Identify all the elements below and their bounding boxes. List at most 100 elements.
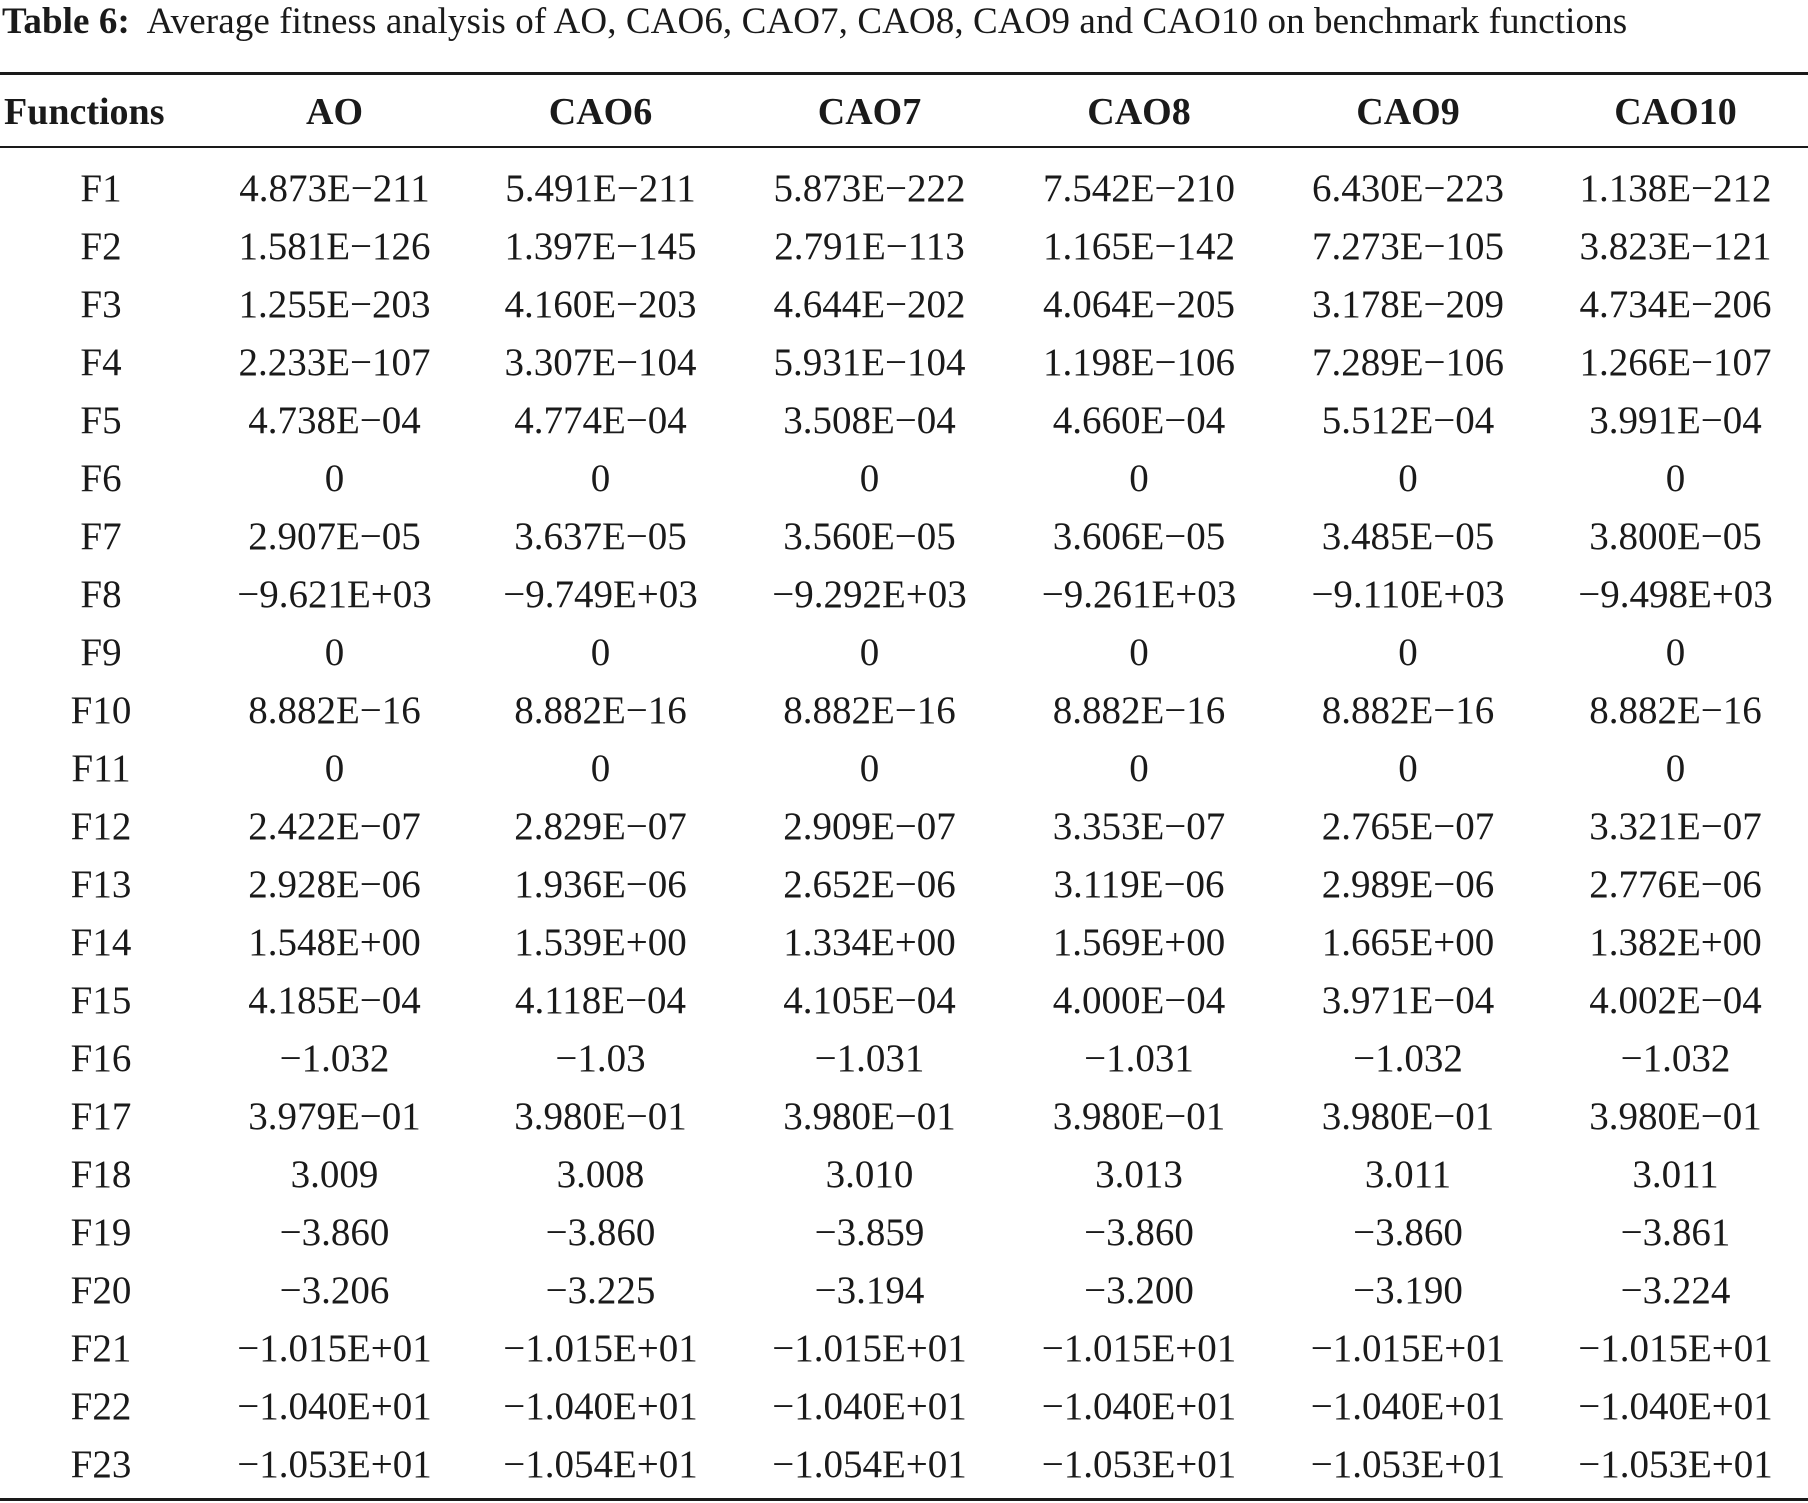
fitness-value-cell: −1.015E+01 [503,1326,698,1370]
function-name-cell: F2 [80,224,122,268]
function-name-cell: F14 [70,920,132,964]
fitness-value-cell: 0 [1398,630,1418,674]
fitness-value-cell: −1.040E+01 [1041,1384,1237,1428]
fitness-value-cell: 3.637E−05 [514,514,687,558]
function-name-cell: F12 [70,804,132,848]
fitness-value-cell: 4.660E−04 [1052,398,1226,442]
fitness-value-cell: 1.138E−212 [1579,166,1772,210]
fitness-value-cell: 3.508E−04 [783,398,956,442]
table-row: F15 4.185E−04 4.118E−04 4.105E−04 4.000E−04 3… [0,971,1808,1029]
fitness-value-cell: 2.907E−05 [248,514,421,558]
header-cell-functions: Functions [4,91,165,133]
fitness-value-cell: 0 [590,456,611,500]
function-name-cell: F19 [70,1210,132,1254]
fitness-value-cell: 5.873E−222 [773,166,966,210]
function-name-cell: F8 [80,572,122,616]
table-header-rule [0,146,1808,148]
fitness-value-cell: −3.861 [1620,1210,1731,1254]
fitness-value-cell: 2.422E−07 [248,804,421,848]
fitness-value-cell: −1.015E+01 [1041,1326,1237,1370]
fitness-value-cell: 1.382E+00 [1589,920,1762,964]
fitness-value-cell: 4.873E−211 [239,166,430,210]
fitness-value-cell: 3.971E−04 [1321,978,1495,1022]
fitness-value-cell: −1.031 [1084,1036,1194,1080]
table-row: F14 1.548E+00 1.539E+00 1.334E+00 1.569E+00 1… [0,913,1808,971]
fitness-value-cell: −1.053E+01 [1310,1442,1506,1486]
fitness-value-cell: −1.040E+01 [503,1384,698,1428]
function-name-cell: F18 [70,1152,132,1196]
fitness-value-cell: −1.053E+01 [237,1442,432,1486]
table-row: F19 −3.860 −3.860 −3.859 −3.860 −3.860 −3.861 [0,1203,1808,1261]
fitness-value-cell: 0 [1129,456,1149,500]
fitness-value-cell: −1.040E+01 [237,1384,432,1428]
table-row: F17 3.979E−01 3.980E−01 3.980E−01 3.980E−01 3… [0,1087,1808,1145]
fitness-value-cell: 3.980E−01 [1589,1094,1762,1138]
table-row: F18 3.009 3.008 3.010 3.013 3.011 3.011 [0,1145,1808,1203]
fitness-value-cell: 0 [1398,456,1418,500]
fitness-value-cell: 3.013 [1095,1152,1183,1196]
fitness-value-cell: −1.040E+01 [772,1384,967,1428]
function-name-cell: F4 [80,340,122,384]
fitness-value-cell: 2.909E−07 [783,804,956,848]
table-row: F12 2.422E−07 2.829E−07 2.909E−07 3.353E−07 2… [0,797,1808,855]
fitness-value-cell: −1.03 [555,1036,646,1080]
table-row: F3 1.255E−203 4.160E−203 4.644E−202 4.064E−2… [0,275,1808,333]
fitness-value-cell: 7.273E−105 [1311,224,1505,268]
fitness-value-cell: 8.882E−16 [514,688,687,732]
fitness-value-cell: 0 [1665,746,1686,790]
fitness-value-cell: −9.498E+03 [1578,572,1773,616]
fitness-value-cell: 5.491E−211 [505,166,696,210]
fitness-value-cell: −3.206 [279,1268,390,1312]
table-row: F8 −9.621E+03 −9.749E+03 −9.292E+03 −9.261E+… [0,565,1808,623]
table-row: F11 0 0 0 0 0 0 [0,739,1808,797]
fitness-table: Functions AO CAO6 CAO7 CAO8 CAO9 CAO10 F… [0,78,1808,1493]
fitness-value-cell: 2.791E−113 [774,224,965,268]
fitness-value-cell: 3.119E−06 [1053,862,1225,906]
header-spacer [0,146,1808,159]
table-row: F5 4.738E−04 4.774E−04 3.508E−04 4.660E−04 5.… [0,391,1808,449]
function-name-cell: F22 [70,1384,132,1428]
function-name-cell: F16 [70,1036,132,1080]
table-row: F4 2.233E−107 3.307E−104 5.931E−104 1.198E−1… [0,333,1808,391]
table-row: F9 0 0 0 0 0 0 [0,623,1808,681]
fitness-value-cell: −1.054E+01 [772,1442,967,1486]
fitness-value-cell: 3.800E−05 [1589,514,1762,558]
fitness-value-cell: 3.606E−05 [1052,514,1226,558]
fitness-value-cell: −9.292E+03 [772,572,967,616]
fitness-value-cell: 0 [1398,746,1418,790]
fitness-value-cell: 1.165E−142 [1042,224,1236,268]
fitness-value-cell: −3.225 [545,1268,656,1312]
function-name-cell: F13 [70,862,132,906]
table-row: F21 −1.015E+01 −1.015E+01 −1.015E+01 −1.015E… [0,1319,1808,1377]
fitness-value-cell: −3.224 [1620,1268,1731,1312]
fitness-value-cell: 3.008 [556,1152,645,1196]
fitness-value-cell: 4.000E−04 [1052,978,1226,1022]
fitness-value-cell: −9.749E+03 [503,572,698,616]
function-name-cell: F5 [80,398,122,442]
fitness-value-cell: 0 [590,630,611,674]
table-row: F2 1.581E−126 1.397E−145 2.791E−113 1.165E−1… [0,217,1808,275]
fitness-value-cell: 8.882E−16 [248,688,421,732]
fitness-value-cell: 0 [1129,630,1149,674]
fitness-value-cell: 2.765E−07 [1321,804,1495,848]
fitness-value-cell: 0 [1129,746,1149,790]
fitness-value-cell: 1.548E+00 [248,920,421,964]
fitness-value-cell: 4.118E−04 [514,978,687,1022]
fitness-value-cell: −3.194 [814,1268,925,1312]
fitness-value-cell: 8.882E−16 [1321,688,1495,732]
fitness-value-cell: 3.980E−01 [1052,1094,1226,1138]
fitness-value-cell: 3.980E−01 [1321,1094,1495,1138]
fitness-value-cell: −3.860 [1084,1210,1194,1254]
fitness-value-cell: 0 [859,746,880,790]
fitness-value-cell: 0 [324,456,345,500]
table-row: F13 2.928E−06 1.936E−06 2.652E−06 3.119E−06 2… [0,855,1808,913]
fitness-value-cell: 3.011 [1364,1152,1452,1196]
fitness-value-cell: 0 [859,456,880,500]
fitness-value-cell: −1.015E+01 [1310,1326,1506,1370]
function-name-cell: F17 [70,1094,132,1138]
fitness-value-cell: −3.860 [279,1210,390,1254]
fitness-value-cell: 0 [590,746,611,790]
fitness-value-cell: 1.255E−203 [238,282,431,326]
fitness-value-cell: 3.009 [290,1152,379,1196]
fitness-value-cell: 7.289E−106 [1311,340,1505,384]
